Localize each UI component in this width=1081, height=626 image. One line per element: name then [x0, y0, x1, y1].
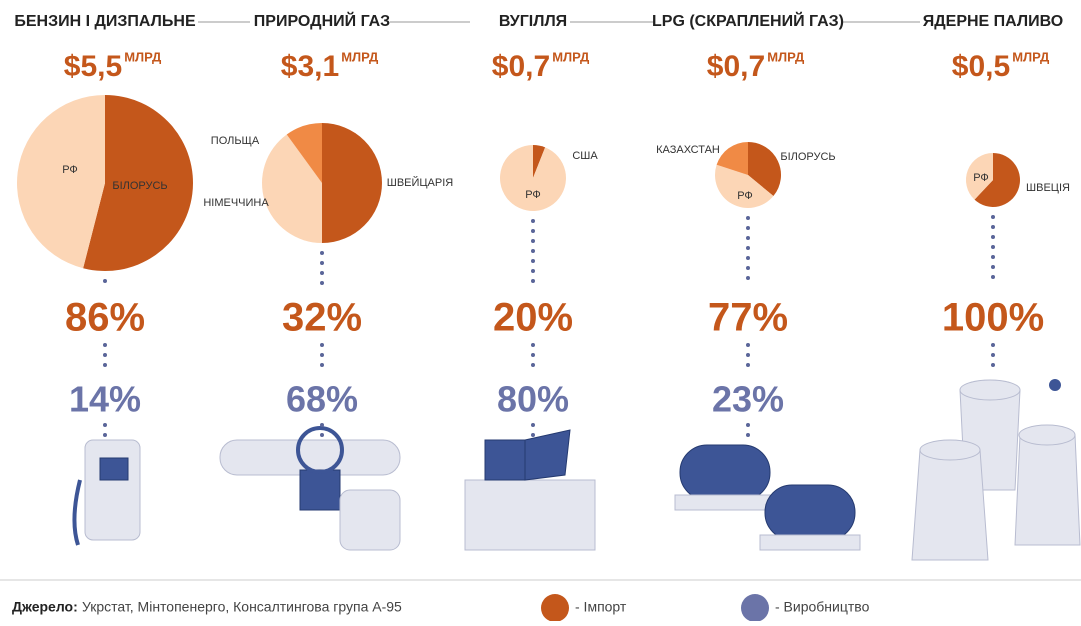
import-share: 32%	[282, 296, 362, 340]
source-text: Укрстат, Мінтопенерго, Консалтингова гру…	[82, 599, 402, 615]
dot	[103, 279, 107, 283]
dot	[991, 275, 995, 279]
dot	[746, 353, 750, 357]
slice-label: НІМЕЧЧИНА	[203, 197, 269, 209]
dot	[746, 216, 750, 220]
dot	[531, 259, 535, 263]
source-label: Джерело:	[12, 599, 78, 615]
pie-slice	[500, 145, 566, 211]
dot	[991, 235, 995, 239]
slice-label: КАЗАХСТАН	[656, 144, 720, 156]
dot	[746, 266, 750, 270]
dot	[746, 276, 750, 280]
production-share: 80%	[497, 379, 569, 420]
dot	[746, 433, 750, 437]
dot	[746, 423, 750, 427]
legend-swatch	[541, 594, 569, 621]
dot	[991, 225, 995, 229]
production-share: 14%	[69, 379, 141, 420]
column-title: ВУГІЛЛЯ	[499, 13, 567, 30]
slice-label: БІЛОРУСЬ	[780, 151, 835, 163]
dot	[746, 363, 750, 367]
amount-unit: МЛРД	[552, 49, 590, 64]
dot	[746, 256, 750, 260]
slice-label: РФ	[62, 164, 78, 176]
slice-label: ПОЛЬЩА	[211, 135, 260, 147]
dot	[746, 246, 750, 250]
slice-label: РФ	[737, 190, 753, 202]
legend-label: - Імпорт	[575, 599, 627, 615]
dot	[320, 251, 324, 255]
amount-unit: МЛРД	[1012, 49, 1050, 64]
illustrations	[74, 379, 1080, 560]
dot	[320, 343, 324, 347]
dot	[531, 239, 535, 243]
dot	[991, 245, 995, 249]
dot	[531, 353, 535, 357]
dot	[991, 215, 995, 219]
dot	[320, 423, 324, 427]
import-share: 100%	[942, 296, 1044, 340]
slice-label: БІЛОРУСЬ	[112, 180, 167, 192]
slice-label: США	[572, 150, 598, 162]
slice-label: ШВЕЙЦАРІЯ	[387, 176, 454, 189]
dot	[746, 226, 750, 230]
column-title: LPG (СКРАПЛЕНИЙ ГАЗ)	[652, 11, 844, 30]
legend-label: - Виробництво	[775, 599, 870, 615]
dot	[531, 249, 535, 253]
dot	[531, 269, 535, 273]
amount: $3,1	[281, 50, 339, 83]
dot	[320, 261, 324, 265]
slice-label: РФ	[973, 172, 989, 184]
dot	[320, 353, 324, 357]
import-share: 20%	[493, 296, 573, 340]
amount: $0,5	[952, 50, 1010, 83]
dot	[991, 353, 995, 357]
dot	[991, 363, 995, 367]
dot	[531, 279, 535, 283]
dot	[103, 343, 107, 347]
infographic: Джерело: Укрстат, Мінтопенерго, Консалти…	[0, 0, 1081, 621]
dot	[103, 423, 107, 427]
production-share: 23%	[712, 379, 784, 420]
dot	[746, 343, 750, 347]
dot	[320, 271, 324, 275]
production-share: 68%	[286, 379, 358, 420]
dot	[320, 433, 324, 437]
slice-label: РФ	[525, 189, 541, 201]
dot	[531, 219, 535, 223]
pie-slice	[322, 123, 382, 243]
amount-unit: МЛРД	[341, 49, 379, 64]
import-share: 77%	[708, 296, 788, 340]
amount-unit: МЛРД	[124, 49, 162, 64]
amount: $0,7	[707, 50, 765, 83]
dot	[531, 229, 535, 233]
dot	[531, 433, 535, 437]
column-title: ЯДЕРНЕ ПАЛИВО	[923, 13, 1064, 30]
dot	[103, 433, 107, 437]
dot	[320, 363, 324, 367]
dot	[531, 343, 535, 347]
column-title: ПРИРОДНИЙ ГАЗ	[254, 11, 390, 30]
slice-label: ШВЕЦІЯ	[1026, 182, 1070, 194]
amount: $5,5	[64, 50, 122, 83]
dot	[746, 236, 750, 240]
legend-swatch	[741, 594, 769, 621]
dot	[531, 363, 535, 367]
dot	[991, 265, 995, 269]
import-share: 86%	[65, 296, 145, 340]
amount: $0,7	[492, 50, 550, 83]
dot	[991, 343, 995, 347]
dot	[103, 363, 107, 367]
column-title: БЕНЗИН І ДИЗПАЛЬНЕ	[14, 13, 196, 30]
amount-unit: МЛРД	[767, 49, 805, 64]
dot	[103, 353, 107, 357]
dot	[320, 281, 324, 285]
dot	[531, 423, 535, 427]
dot	[991, 255, 995, 259]
